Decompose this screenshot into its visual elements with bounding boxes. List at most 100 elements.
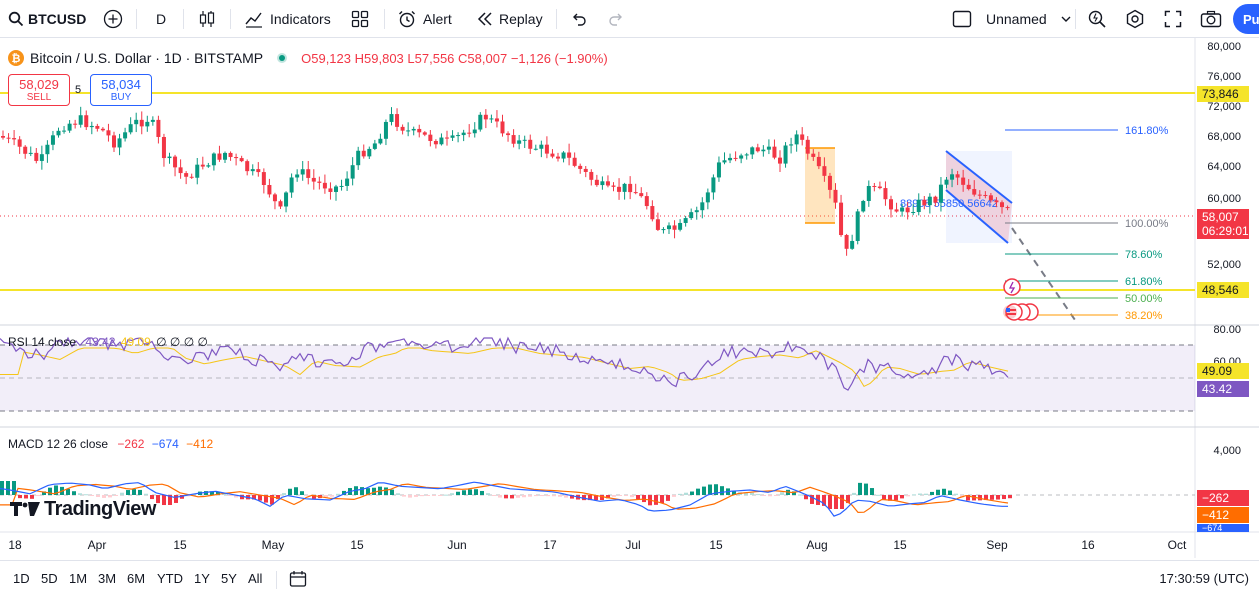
- macd-histogram-bar: [564, 495, 568, 498]
- macd-histogram-bar: [780, 492, 784, 495]
- macd-histogram-bar: [864, 483, 868, 495]
- quick-search-button[interactable]: [1087, 0, 1107, 38]
- rsi-ma-value: 49.09: [120, 335, 151, 349]
- channel-lower-line[interactable]: [945, 189, 1009, 244]
- chart-canvas[interactable]: 161.80% 100.00% 78.60% 61.80% 50.00% 38.…: [0, 38, 1259, 558]
- range-button-5y[interactable]: 5Y: [221, 571, 237, 586]
- time-axis-label: Jun: [447, 538, 466, 552]
- fib-label-161: 161.80%: [1125, 125, 1169, 137]
- fullscreen-button[interactable]: [1164, 0, 1182, 38]
- candle: [300, 161, 305, 181]
- symbol-name: BTCUSD: [28, 11, 87, 27]
- macd-histogram-bar: [522, 495, 526, 498]
- candle: [783, 142, 788, 168]
- candle: [456, 132, 461, 143]
- macd-histogram-bar: [966, 495, 970, 501]
- range-button-5d[interactable]: 5D: [41, 571, 58, 586]
- candle: [933, 195, 938, 207]
- fullscreen-icon: [1164, 10, 1182, 28]
- symbol-legend[interactable]: ₿ Bitcoin / U.S. Dollar · 1D · BITSTAMP …: [8, 48, 608, 68]
- macd-histogram-bar: [588, 495, 592, 501]
- channel-upper-line[interactable]: [945, 150, 1013, 204]
- candle: [733, 151, 738, 162]
- candle: [683, 215, 688, 227]
- time-axis-label: Aug: [806, 538, 827, 552]
- undo-button[interactable]: [570, 0, 588, 38]
- templates-button[interactable]: [351, 0, 369, 38]
- redo-button[interactable]: [607, 0, 625, 38]
- macd-name: MACD 12 26 close: [8, 437, 109, 451]
- settings-button[interactable]: [1125, 0, 1145, 38]
- undo-icon: [573, 13, 586, 26]
- range-button-1m[interactable]: 1M: [69, 571, 88, 586]
- candle: [966, 179, 971, 191]
- macd-histogram-bar: [528, 495, 532, 497]
- alert-button[interactable]: Alert: [397, 0, 452, 38]
- chart-type-button[interactable]: [198, 0, 216, 38]
- macd-histogram-bar: [66, 488, 70, 495]
- candlestick-series[interactable]: [1, 106, 1010, 256]
- range-button-all[interactable]: All: [248, 571, 263, 586]
- publish-button[interactable]: Pu: [1233, 4, 1259, 34]
- channel-price-annotations: 88908 55850 56642: [900, 198, 998, 210]
- toolbar-divider: [136, 9, 137, 29]
- macd-histogram-bar: [660, 495, 664, 504]
- buy-button[interactable]: 58,034 BUY: [90, 74, 152, 106]
- projection-line[interactable]: [1011, 227, 1076, 321]
- search-icon: [8, 11, 24, 27]
- price-axis-label: 72,000: [1207, 101, 1241, 113]
- macd-histogram-bar: [114, 495, 118, 496]
- ohlc-close: C58,007: [458, 50, 508, 66]
- time-axis[interactable]: 18 Apr 15 May 15 Jun 17 Jul 15 Aug 15 Sep 16 Oct: [8, 538, 1187, 552]
- macd-histogram-bar: [330, 495, 334, 497]
- tradingview-logo[interactable]: TradingView: [10, 498, 156, 520]
- candle: [983, 191, 988, 199]
- calendar-range-icon[interactable]: [289, 570, 307, 588]
- range-button-ytd[interactable]: YTD: [157, 571, 183, 586]
- replay-button[interactable]: Replay: [476, 0, 543, 38]
- macd-histogram-bar: [306, 495, 310, 497]
- utc-clock[interactable]: 17:30:59 (UTC): [1159, 571, 1249, 586]
- macd-histogram-bar: [156, 495, 160, 504]
- candle: [772, 139, 777, 160]
- sell-button[interactable]: 58,029 SELL: [8, 74, 70, 106]
- chart-area[interactable]: 161.80% 100.00% 78.60% 61.80% 50.00% 38.…: [0, 38, 1259, 558]
- macd-histogram-bar: [216, 491, 220, 495]
- range-button-1d[interactable]: 1D: [13, 571, 30, 586]
- macd-histogram-bar: [0, 481, 4, 495]
- macd-legend[interactable]: MACD 12 26 close −262 −674 −412: [8, 437, 213, 451]
- candle: [506, 131, 511, 142]
- us-flag-events-icon[interactable]: [1003, 303, 1039, 321]
- symbol-search[interactable]: BTCUSD: [8, 0, 86, 38]
- macd-hist-value: −262: [117, 437, 145, 451]
- candle: [78, 106, 83, 128]
- rsi-plot[interactable]: [0, 336, 1009, 391]
- layout-button[interactable]: Unnamed: [952, 0, 1071, 38]
- range-button-3m[interactable]: 3M: [98, 571, 117, 586]
- compare-symbol-button[interactable]: [103, 0, 123, 38]
- candle: [822, 157, 827, 182]
- interval-button[interactable]: D: [156, 0, 166, 38]
- candle: [439, 133, 444, 146]
- candle: [739, 153, 744, 164]
- macd-histogram-bar: [36, 495, 40, 496]
- macd-histogram-bar: [492, 495, 496, 496]
- chart-title: Bitcoin / U.S. Dollar · 1D · BITSTAMP: [30, 50, 264, 66]
- macd-histogram-bar: [294, 487, 298, 495]
- macd-histogram-bar: [1002, 495, 1006, 500]
- macd-histogram-bar: [444, 494, 448, 496]
- rsi-legend[interactable]: RSI 14 close 43.42 49.09 ∅ ∅ ∅ ∅: [8, 335, 208, 349]
- macd-plot[interactable]: [0, 481, 1012, 517]
- range-button-1y[interactable]: 1Y: [194, 571, 210, 586]
- candle: [583, 165, 588, 178]
- macd-histogram-bar: [204, 491, 208, 495]
- indicators-button[interactable]: Indicators: [244, 0, 331, 38]
- lightning-event-icon[interactable]: [1003, 278, 1021, 296]
- candle: [539, 140, 544, 158]
- range-button-6m[interactable]: 6M: [127, 571, 146, 586]
- candle: [556, 152, 560, 162]
- macd-histogram-bar: [852, 492, 856, 495]
- snapshot-button[interactable]: [1200, 0, 1222, 38]
- bottom-divider: [276, 571, 277, 589]
- candle: [445, 130, 449, 146]
